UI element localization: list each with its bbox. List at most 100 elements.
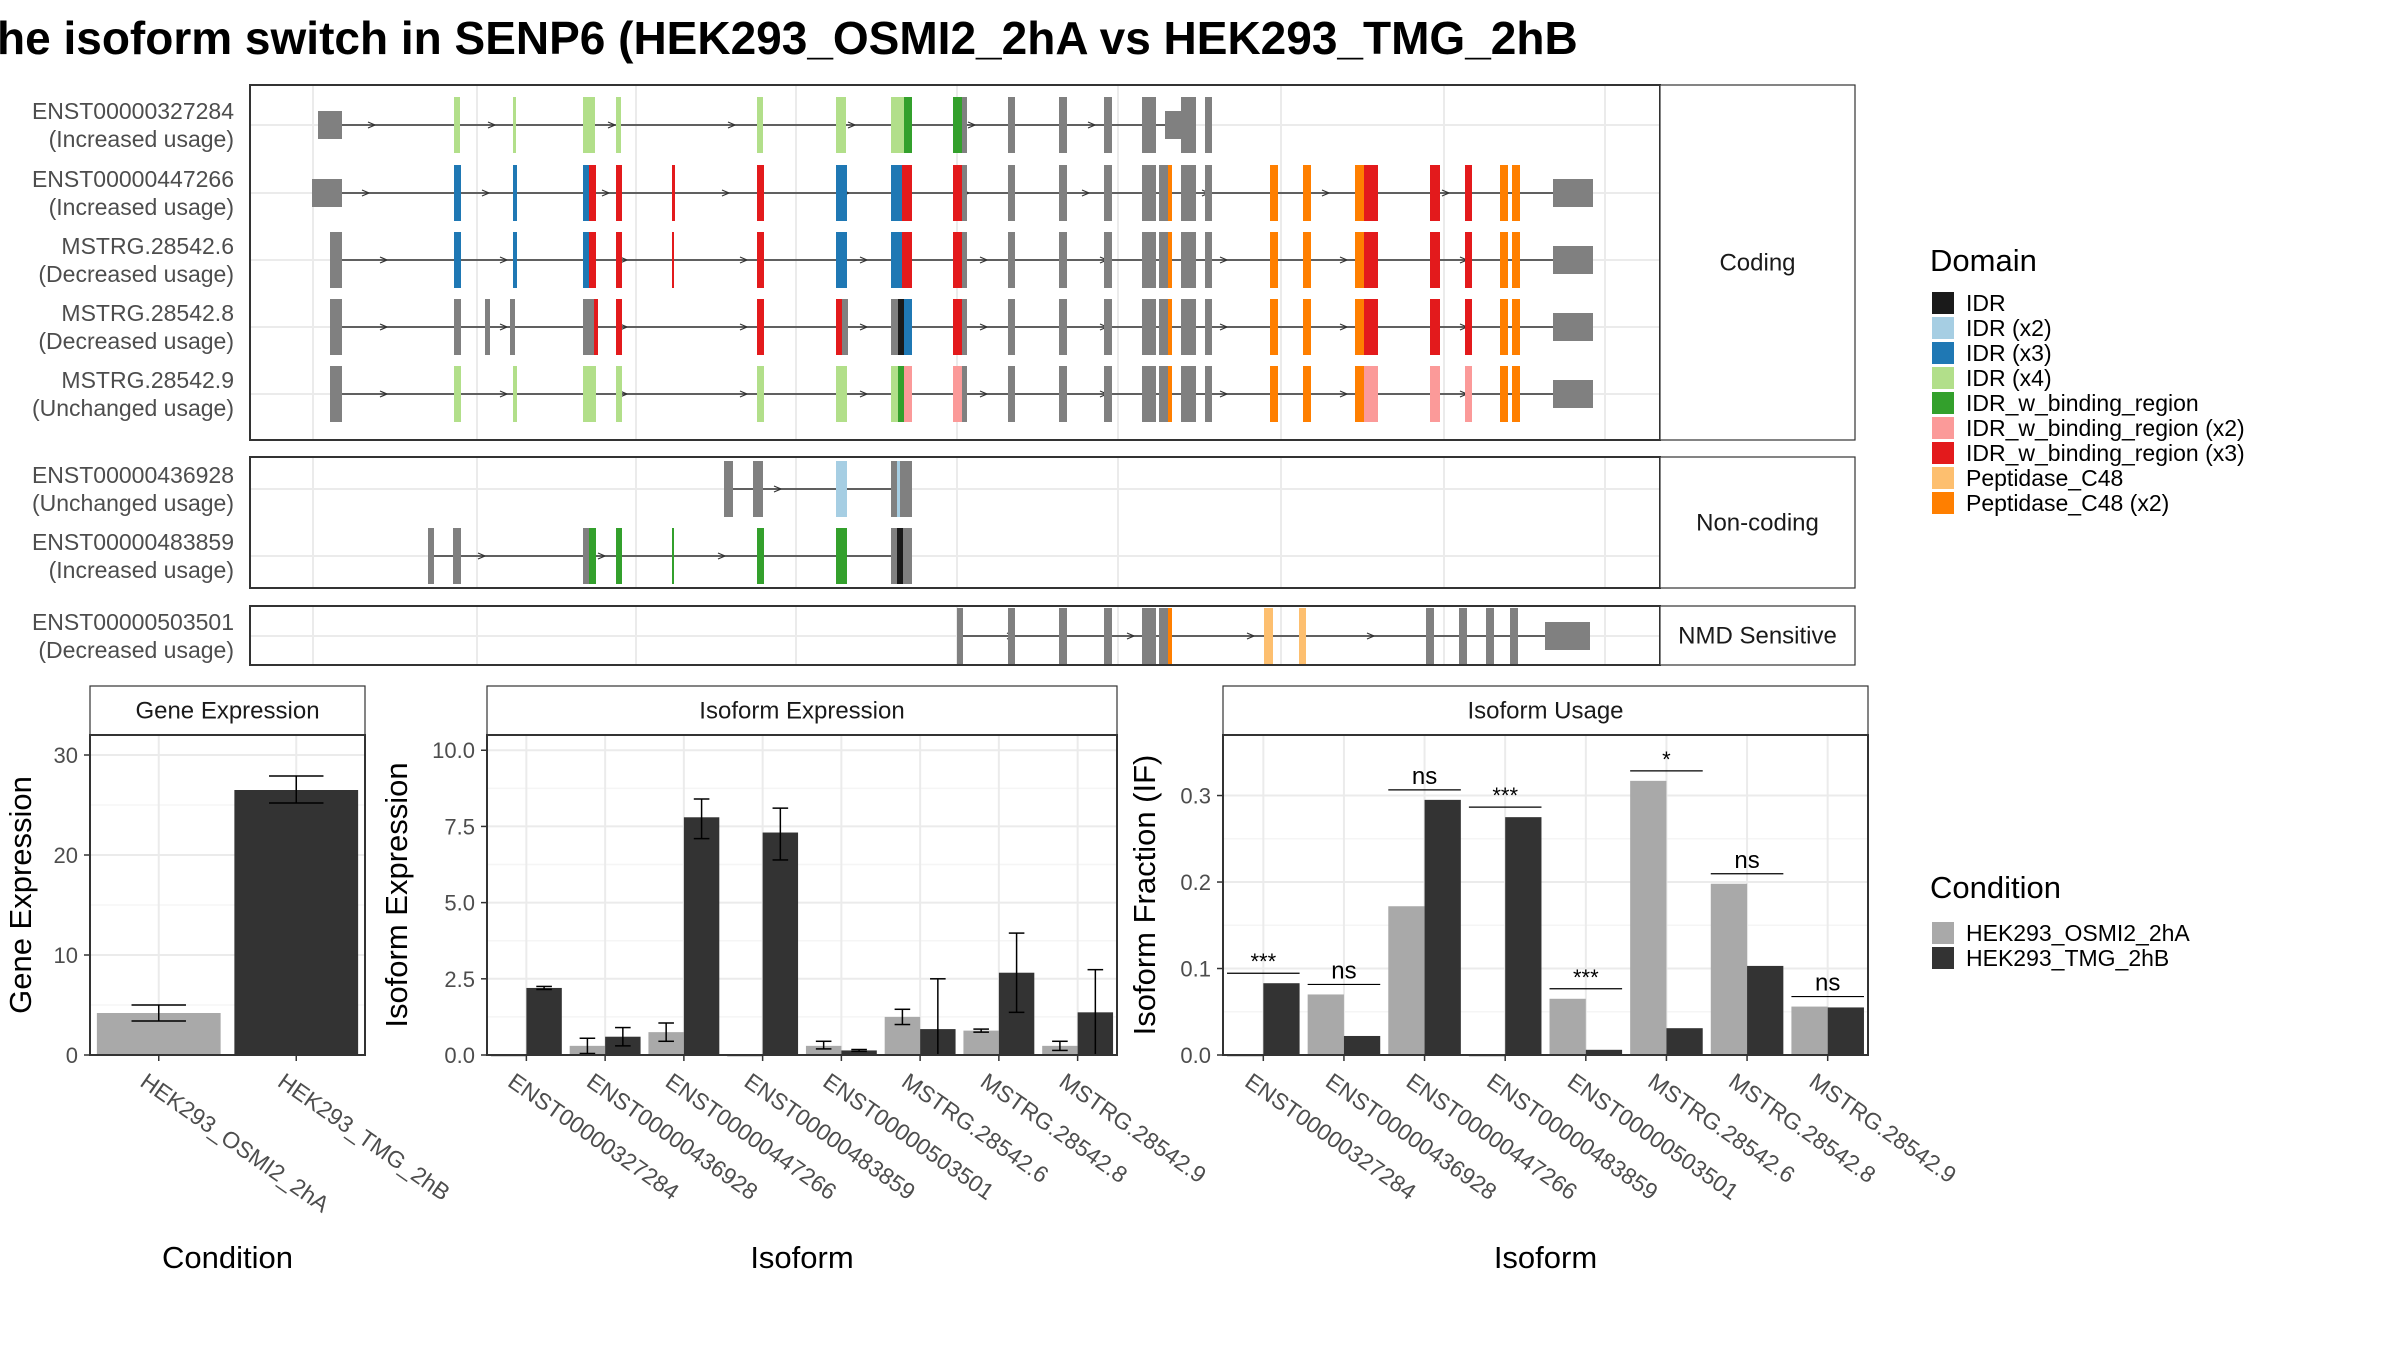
- isoform-row: ENST00000483859(Increased usage): [32, 528, 912, 584]
- isoform-usage-label: (Decreased usage): [38, 261, 234, 287]
- condition-legend-label: HEK293_TMG_2hB: [1966, 945, 2169, 971]
- isoform-usage-label: (Increased usage): [49, 126, 234, 152]
- domain-legend-title: Domain: [1930, 243, 2037, 278]
- exon-block: [312, 179, 342, 207]
- exon-block: [594, 299, 598, 355]
- exon-block: [513, 165, 517, 221]
- significance-label: ns: [1412, 763, 1437, 790]
- exon-block: [1553, 380, 1593, 408]
- exon-block: [454, 97, 460, 153]
- exon-block: [589, 165, 596, 221]
- exon-block: [583, 528, 589, 584]
- strand-arrow: [597, 552, 607, 560]
- bar: [683, 817, 720, 1055]
- exon-block: [1430, 165, 1440, 221]
- exon-block: [330, 299, 342, 355]
- exon-block: [330, 366, 342, 422]
- domain-legend-label: IDR (x4): [1966, 365, 2052, 391]
- exon-block: [1355, 366, 1364, 422]
- strand-arrow: [619, 390, 629, 398]
- exon-block: [1500, 232, 1508, 288]
- exon-block: [616, 165, 622, 221]
- isoform-row: ENST00000447266(Increased usage): [32, 165, 1593, 221]
- bar: [805, 1045, 842, 1055]
- exon-block: [953, 97, 962, 153]
- strand-arrow: [1219, 390, 1229, 398]
- exon-block: [757, 528, 764, 584]
- x-tick-label: MSTRG.28542.9: [1805, 1068, 1961, 1188]
- isoform-usage-label: (Decreased usage): [38, 328, 234, 354]
- exon-block: [1364, 232, 1378, 288]
- isoform-usage-label: (Unchanged usage): [32, 395, 234, 421]
- exon-block: [957, 608, 963, 664]
- exon-block: [428, 528, 434, 584]
- exon-block: [1303, 165, 1311, 221]
- exon-block: [1205, 299, 1212, 355]
- exon-block: [1512, 232, 1520, 288]
- facet-strip-label: Non-coding: [1696, 510, 1819, 537]
- bar: [1585, 1049, 1623, 1055]
- exon-block: [836, 299, 842, 355]
- x-axis-title: Isoform: [750, 1240, 853, 1275]
- x-axis-title: Condition: [162, 1240, 293, 1275]
- exon-block: [583, 97, 589, 153]
- exon-block: [513, 232, 517, 288]
- domain-legend-label: IDR_w_binding_region (x3): [1966, 440, 2245, 466]
- exon-block: [510, 299, 515, 355]
- exon-block: [962, 299, 967, 355]
- facet-strip-label: NMD Sensitive: [1678, 623, 1837, 650]
- exon-block: [1159, 232, 1168, 288]
- condition-legend-swatch: [1932, 947, 1954, 969]
- strand-arrow: [499, 323, 509, 331]
- domain-legend-label: IDR_w_binding_region: [1966, 390, 2199, 416]
- strand-arrow: [979, 256, 989, 264]
- y-axis-title: Isoform Fraction (IF): [1127, 755, 1162, 1036]
- exon-block: [1355, 299, 1364, 355]
- exon-block: [672, 528, 674, 584]
- exon-block: [1553, 179, 1593, 207]
- exon-block: [616, 366, 622, 422]
- strand-arrow: [859, 323, 869, 331]
- y-tick-label: 0.0: [444, 1043, 475, 1068]
- exon-block: [1059, 299, 1067, 355]
- isoform-usage-label: (Increased usage): [49, 557, 234, 583]
- condition-legend-label: HEK293_OSMI2_2hA: [1966, 920, 2190, 946]
- exon-block: [1168, 366, 1172, 422]
- isoform-row: MSTRG.28542.8(Decreased usage): [38, 299, 1593, 355]
- bar: [1630, 780, 1667, 1055]
- exon-block: [836, 165, 847, 221]
- strand-arrow: [481, 189, 491, 197]
- domain-legend-swatch: [1932, 367, 1954, 389]
- exon-block: [891, 366, 898, 422]
- chart-title-strip: [486, 685, 1118, 736]
- y-tick-label: 0.3: [1180, 784, 1211, 809]
- plot-border: [486, 734, 1118, 1056]
- exon-block: [898, 366, 904, 422]
- exon-block: [318, 111, 342, 139]
- exon-block: [962, 97, 967, 153]
- figure-title: he isoform switch in SENP6 (HEK293_OSMI2…: [0, 12, 1578, 64]
- exon-block: [1104, 97, 1112, 153]
- exon-block: [902, 232, 912, 288]
- exon-block: [1486, 608, 1494, 664]
- exon-block: [1264, 608, 1273, 664]
- exon-block: [898, 97, 904, 153]
- exon-block: [1512, 165, 1520, 221]
- exon-block: [757, 165, 764, 221]
- exon-block: [1355, 165, 1364, 221]
- domain-legend-swatch: [1932, 492, 1954, 514]
- bar: [1388, 906, 1425, 1055]
- strand-arrow: [1339, 256, 1349, 264]
- exon-block: [1168, 299, 1172, 355]
- exon-block: [1104, 299, 1112, 355]
- domain-legend-swatch: [1932, 467, 1954, 489]
- chart-title-strip: [1222, 685, 1869, 736]
- exon-block: [1205, 97, 1212, 153]
- exon-block: [330, 232, 342, 288]
- domain-legend-label: IDR (x3): [1966, 340, 2052, 366]
- exon-block: [1008, 299, 1015, 355]
- chart-title: Gene Expression: [135, 698, 319, 725]
- strand-arrow: [739, 390, 749, 398]
- exon-block: [1270, 366, 1278, 422]
